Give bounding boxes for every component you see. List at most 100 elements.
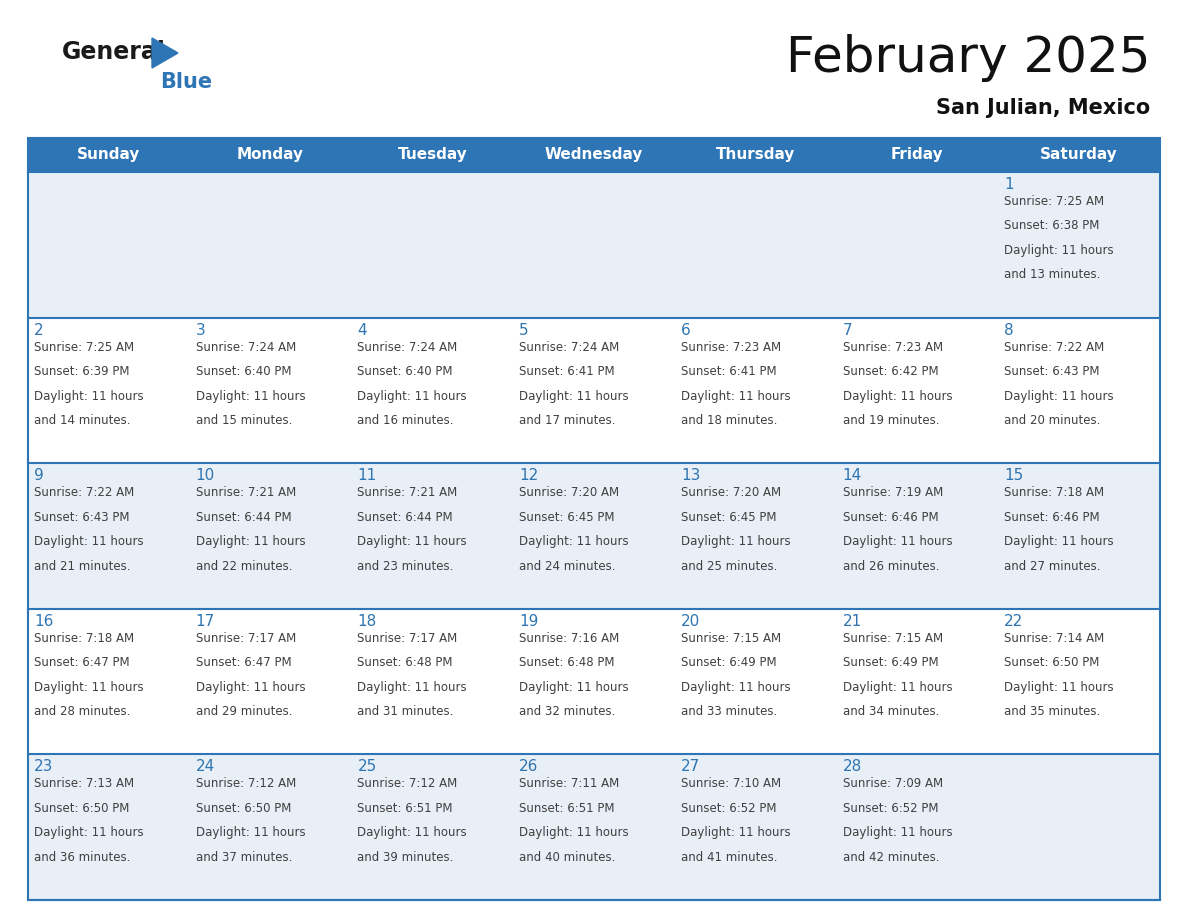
Text: Sunrise: 7:12 AM: Sunrise: 7:12 AM: [196, 778, 296, 790]
Text: 28: 28: [842, 759, 861, 775]
Text: Sunset: 6:39 PM: Sunset: 6:39 PM: [34, 365, 129, 378]
Text: 7: 7: [842, 322, 852, 338]
Text: Daylight: 11 hours: Daylight: 11 hours: [519, 681, 628, 694]
Text: 9: 9: [34, 468, 44, 483]
Text: Sunset: 6:41 PM: Sunset: 6:41 PM: [681, 365, 777, 378]
Text: 26: 26: [519, 759, 538, 775]
Text: and 41 minutes.: and 41 minutes.: [681, 851, 777, 864]
Text: Sunrise: 7:21 AM: Sunrise: 7:21 AM: [196, 487, 296, 499]
Text: and 23 minutes.: and 23 minutes.: [358, 560, 454, 573]
Text: Sunset: 6:42 PM: Sunset: 6:42 PM: [842, 365, 939, 378]
Text: Sunrise: 7:18 AM: Sunrise: 7:18 AM: [1004, 487, 1105, 499]
Text: 6: 6: [681, 322, 690, 338]
Text: Daylight: 11 hours: Daylight: 11 hours: [681, 389, 790, 402]
Text: Daylight: 11 hours: Daylight: 11 hours: [358, 389, 467, 402]
Text: Sunrise: 7:12 AM: Sunrise: 7:12 AM: [358, 778, 457, 790]
Text: 18: 18: [358, 614, 377, 629]
Text: and 24 minutes.: and 24 minutes.: [519, 560, 615, 573]
Text: Sunrise: 7:11 AM: Sunrise: 7:11 AM: [519, 778, 619, 790]
Text: 13: 13: [681, 468, 700, 483]
Text: Daylight: 11 hours: Daylight: 11 hours: [358, 826, 467, 839]
Text: Daylight: 11 hours: Daylight: 11 hours: [196, 826, 305, 839]
Text: Sunrise: 7:14 AM: Sunrise: 7:14 AM: [1004, 632, 1105, 644]
Text: and 17 minutes.: and 17 minutes.: [519, 414, 615, 427]
Bar: [29, 138, 1159, 900]
Text: Daylight: 11 hours: Daylight: 11 hours: [681, 681, 790, 694]
Text: 22: 22: [1004, 614, 1024, 629]
Text: 15: 15: [1004, 468, 1024, 483]
Text: and 18 minutes.: and 18 minutes.: [681, 414, 777, 427]
Text: 8: 8: [1004, 322, 1013, 338]
Text: Sunrise: 7:25 AM: Sunrise: 7:25 AM: [34, 341, 134, 353]
Text: and 27 minutes.: and 27 minutes.: [1004, 560, 1101, 573]
Text: Daylight: 11 hours: Daylight: 11 hours: [34, 389, 144, 402]
Text: Sunrise: 7:17 AM: Sunrise: 7:17 AM: [196, 632, 296, 644]
Text: Sunset: 6:48 PM: Sunset: 6:48 PM: [519, 656, 614, 669]
Text: Daylight: 11 hours: Daylight: 11 hours: [681, 826, 790, 839]
Text: Daylight: 11 hours: Daylight: 11 hours: [196, 681, 305, 694]
Text: and 35 minutes.: and 35 minutes.: [1004, 705, 1100, 718]
Text: 27: 27: [681, 759, 700, 775]
Text: 20: 20: [681, 614, 700, 629]
Text: and 34 minutes.: and 34 minutes.: [842, 705, 939, 718]
Text: Daylight: 11 hours: Daylight: 11 hours: [519, 826, 628, 839]
Text: Sunset: 6:51 PM: Sunset: 6:51 PM: [358, 801, 453, 815]
Text: Sunset: 6:50 PM: Sunset: 6:50 PM: [196, 801, 291, 815]
Text: Daylight: 11 hours: Daylight: 11 hours: [842, 535, 953, 548]
Polygon shape: [152, 38, 178, 68]
Text: Sunrise: 7:23 AM: Sunrise: 7:23 AM: [842, 341, 943, 353]
Text: and 40 minutes.: and 40 minutes.: [519, 851, 615, 864]
Text: Sunrise: 7:22 AM: Sunrise: 7:22 AM: [34, 487, 134, 499]
Text: Sunset: 6:40 PM: Sunset: 6:40 PM: [358, 365, 453, 378]
Text: Daylight: 11 hours: Daylight: 11 hours: [519, 535, 628, 548]
Text: Daylight: 11 hours: Daylight: 11 hours: [196, 389, 305, 402]
Text: Daylight: 11 hours: Daylight: 11 hours: [1004, 389, 1114, 402]
Text: Wednesday: Wednesday: [545, 148, 643, 162]
Text: Sunset: 6:45 PM: Sunset: 6:45 PM: [681, 510, 776, 523]
Text: 10: 10: [196, 468, 215, 483]
Bar: [29, 755, 1159, 900]
Text: Sunrise: 7:17 AM: Sunrise: 7:17 AM: [358, 632, 457, 644]
Text: Saturday: Saturday: [1041, 148, 1118, 162]
Text: Sunday: Sunday: [77, 148, 140, 162]
Text: and 39 minutes.: and 39 minutes.: [358, 851, 454, 864]
Text: Daylight: 11 hours: Daylight: 11 hours: [358, 535, 467, 548]
Text: and 31 minutes.: and 31 minutes.: [358, 705, 454, 718]
Text: Sunset: 6:52 PM: Sunset: 6:52 PM: [842, 801, 939, 815]
Text: Sunset: 6:49 PM: Sunset: 6:49 PM: [842, 656, 939, 669]
Text: Friday: Friday: [891, 148, 943, 162]
Text: Sunset: 6:52 PM: Sunset: 6:52 PM: [681, 801, 776, 815]
Text: and 37 minutes.: and 37 minutes.: [196, 851, 292, 864]
Text: and 22 minutes.: and 22 minutes.: [196, 560, 292, 573]
Text: Sunset: 6:46 PM: Sunset: 6:46 PM: [1004, 510, 1100, 523]
Text: Daylight: 11 hours: Daylight: 11 hours: [34, 535, 144, 548]
Text: and 25 minutes.: and 25 minutes.: [681, 560, 777, 573]
Bar: [29, 172, 1159, 318]
Bar: [29, 138, 1159, 172]
Text: 11: 11: [358, 468, 377, 483]
Text: Sunset: 6:50 PM: Sunset: 6:50 PM: [34, 801, 129, 815]
Text: 5: 5: [519, 322, 529, 338]
Text: Sunrise: 7:25 AM: Sunrise: 7:25 AM: [1004, 195, 1105, 208]
Text: Sunset: 6:41 PM: Sunset: 6:41 PM: [519, 365, 614, 378]
Text: 4: 4: [358, 322, 367, 338]
Text: and 36 minutes.: and 36 minutes.: [34, 851, 131, 864]
Text: Sunset: 6:43 PM: Sunset: 6:43 PM: [1004, 365, 1100, 378]
Text: 14: 14: [842, 468, 861, 483]
Text: Sunrise: 7:20 AM: Sunrise: 7:20 AM: [681, 487, 781, 499]
Text: Sunset: 6:45 PM: Sunset: 6:45 PM: [519, 510, 614, 523]
Text: Daylight: 11 hours: Daylight: 11 hours: [842, 826, 953, 839]
Text: Blue: Blue: [160, 72, 213, 92]
Text: 3: 3: [196, 322, 206, 338]
Text: and 32 minutes.: and 32 minutes.: [519, 705, 615, 718]
Text: Daylight: 11 hours: Daylight: 11 hours: [358, 681, 467, 694]
Text: Sunset: 6:38 PM: Sunset: 6:38 PM: [1004, 219, 1100, 232]
Text: Sunset: 6:51 PM: Sunset: 6:51 PM: [519, 801, 614, 815]
Text: 17: 17: [196, 614, 215, 629]
Text: Sunset: 6:48 PM: Sunset: 6:48 PM: [358, 656, 453, 669]
Text: 23: 23: [34, 759, 53, 775]
Text: Tuesday: Tuesday: [398, 148, 467, 162]
Text: Sunrise: 7:13 AM: Sunrise: 7:13 AM: [34, 778, 134, 790]
Text: Daylight: 11 hours: Daylight: 11 hours: [1004, 681, 1114, 694]
Text: 21: 21: [842, 614, 861, 629]
